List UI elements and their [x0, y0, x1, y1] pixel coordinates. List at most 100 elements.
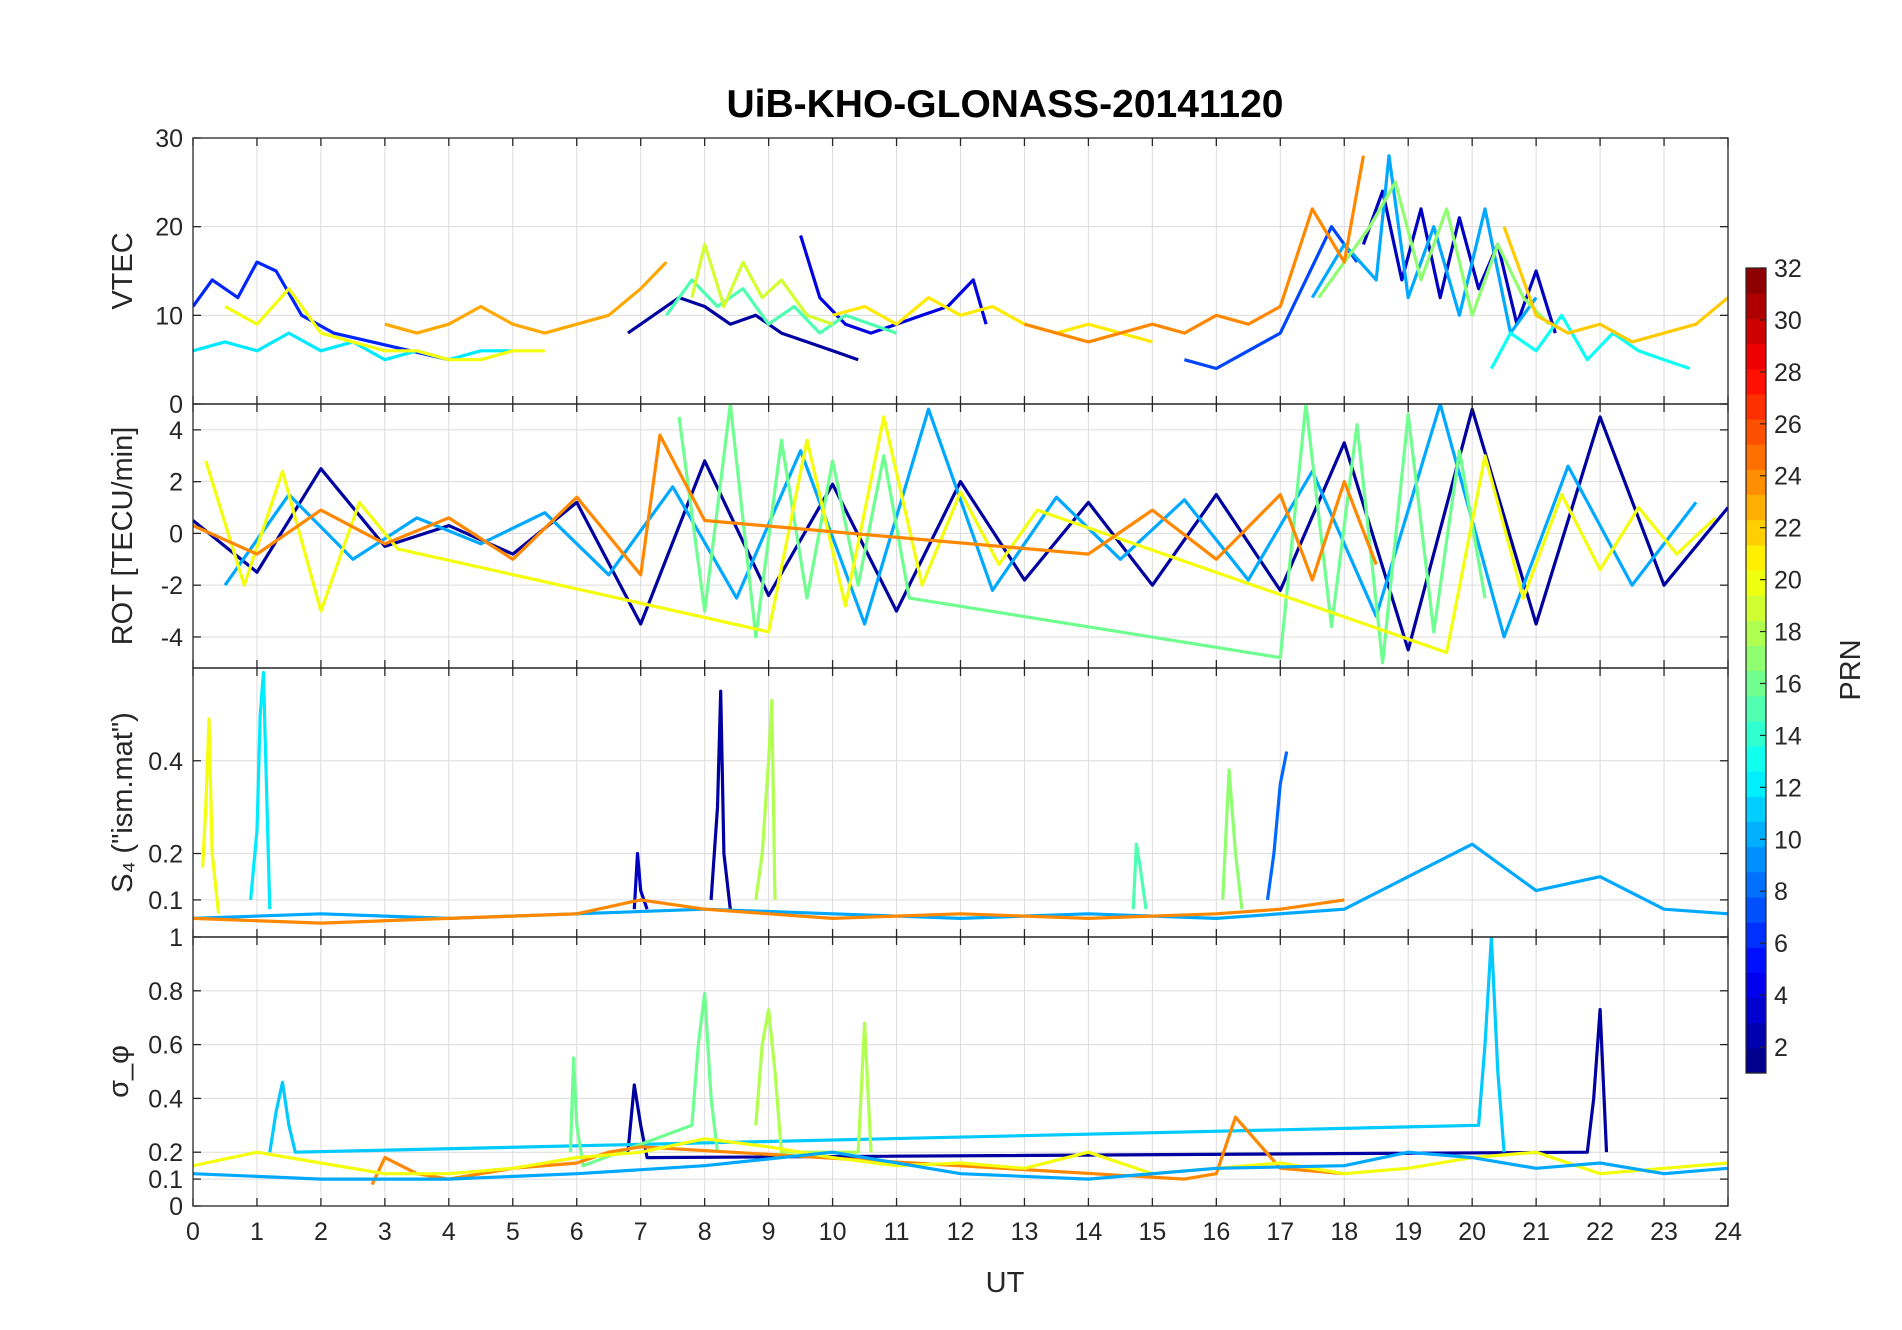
series-line-prn-17	[1221, 768, 1244, 910]
y-tick-label: 0.2	[148, 841, 183, 869]
y-axis-label: VTEC	[107, 232, 139, 309]
y-tick-label: 0.4	[148, 1085, 183, 1113]
x-tick-label: 20	[1458, 1218, 1486, 1246]
colorbar-segment	[1746, 1022, 1766, 1049]
x-tick-label: 4	[442, 1218, 456, 1246]
panel-1: -4 -2 0 2 4 ROT [TECU/min]	[107, 403, 1729, 669]
x-tick-label: 15	[1138, 1218, 1166, 1246]
colorbar-tick-label: 4	[1774, 982, 1788, 1010]
y-tick-label: -4	[161, 624, 183, 652]
series-group	[193, 404, 1728, 665]
y-tick-label: 1	[169, 924, 183, 952]
x-tick-label: 23	[1650, 1218, 1678, 1246]
colorbar-tick-label: 20	[1774, 567, 1802, 595]
colorbar-frame	[1745, 267, 1767, 1074]
colorbar-tick-label: 32	[1774, 255, 1802, 283]
colorbar-segment	[1746, 444, 1766, 470]
x-tick-label: 5	[506, 1218, 520, 1246]
colorbar-tick-label: 10	[1774, 826, 1802, 854]
x-tick-label: 22	[1586, 1218, 1614, 1246]
series-line-prn-10	[223, 404, 1698, 639]
series-line-prn-20	[201, 717, 221, 914]
chart-title: UiB-KHO-GLONASS-20141120	[726, 83, 1283, 126]
colorbar-segment	[1746, 670, 1766, 697]
x-tick-label: 3	[378, 1218, 392, 1246]
y-axis-label: S₄ ("ism.mat")	[107, 712, 139, 893]
colorbar-tick-label: 22	[1774, 515, 1802, 543]
x-tick-label: 14	[1075, 1218, 1103, 1246]
colorbar-segment	[1746, 745, 1766, 772]
x-tick-label: 7	[634, 1218, 648, 1246]
series-group	[193, 937, 1728, 1186]
y-axis-label: ROT [TECU/min]	[107, 427, 139, 646]
series-line-prn-18	[754, 1008, 873, 1154]
x-tick-label: 11	[884, 1218, 910, 1246]
colorbar-tick-label: 12	[1774, 774, 1802, 802]
y-tick-label: 0.4	[148, 748, 183, 776]
colorbar-segment	[1746, 997, 1766, 1024]
y-tick-label: 2	[169, 469, 183, 497]
y-tick-label: 0	[169, 1193, 183, 1221]
series-line-prn-23	[384, 260, 668, 335]
colorbar-tick-label: 2	[1774, 1034, 1788, 1062]
colorbar-segment	[1746, 896, 1766, 923]
x-tick-label: 9	[762, 1218, 776, 1246]
panel-0: 0 10 20 30 VTEC	[107, 125, 1729, 419]
y-tick-label: 10	[155, 302, 183, 330]
series-line-prn-24	[193, 898, 1345, 925]
y-axis-label: σ_φ	[103, 1045, 135, 1098]
colorbar-label: PRN	[1835, 639, 1867, 700]
series-line-prn-4	[799, 235, 988, 335]
colorbar-segment	[1746, 544, 1766, 571]
y-tick-label: 0.1	[148, 1166, 183, 1194]
series-line-prn-24	[1024, 155, 1365, 344]
colorbar-segment	[1746, 595, 1766, 621]
colorbar-segment	[1746, 771, 1766, 797]
x-tick-label: 12	[947, 1218, 975, 1246]
series-line-prn-15	[1131, 842, 1148, 910]
series-line-prn-15	[665, 278, 898, 335]
colorbar-tick-label: 8	[1774, 878, 1788, 906]
x-tick-label: 2	[314, 1218, 328, 1246]
colorbar-segment	[1746, 569, 1766, 596]
colorbar-segment	[1746, 318, 1766, 345]
colorbar-tick-label: 24	[1774, 463, 1802, 491]
series-line-prn-18	[754, 698, 777, 901]
series-line-prn-3	[1361, 189, 1557, 334]
y-tick-label: 0	[169, 391, 183, 419]
y-tick-label: -2	[161, 572, 183, 600]
x-tick-label: 16	[1202, 1218, 1230, 1246]
series-line-prn-21	[832, 296, 1153, 344]
colorbar-segment	[1746, 494, 1766, 521]
x-tick-label: 13	[1011, 1218, 1039, 1246]
colorbar-segment	[1746, 293, 1766, 319]
series-line-prn-10	[193, 1150, 1728, 1181]
series-line-prn-22	[1502, 226, 1728, 344]
series-line-prn-20	[224, 287, 545, 362]
colorbar-segment	[1746, 796, 1766, 823]
colorbar-segment	[1746, 469, 1766, 496]
series-line-prn-7	[1183, 225, 1359, 371]
x-tick-labels: 0 1 2 3 4 5 6 7 8 9 10 11 12 13 14 15 16 17 18 19 20 21 22 23 24	[186, 1218, 1742, 1246]
y-tick-label: 0.2	[148, 1139, 183, 1167]
colorbar-segment	[1746, 1047, 1766, 1074]
series-line-prn-17	[1317, 180, 1551, 326]
colorbar-segment	[1746, 620, 1766, 646]
series-line-prn-11	[268, 937, 1506, 1154]
y-tick-label: 0	[169, 520, 183, 548]
colorbar-segment	[1746, 720, 1766, 747]
series-line-prn-20	[204, 415, 1717, 655]
series-line-prn-2	[626, 1008, 1609, 1160]
series-line-prn-2	[709, 689, 732, 910]
colorbar-segment	[1746, 972, 1766, 999]
colorbar-segment	[1746, 268, 1766, 294]
series-line-prn-16	[677, 404, 1487, 665]
colorbar-segment	[1746, 519, 1766, 546]
series-line-prn-2	[626, 296, 859, 362]
colorbar-segment	[1746, 343, 1766, 370]
colorbar-tick-label: 26	[1774, 411, 1802, 439]
colorbar-tick-label: 14	[1774, 722, 1802, 750]
colorbar-tick-label: 18	[1774, 619, 1802, 647]
